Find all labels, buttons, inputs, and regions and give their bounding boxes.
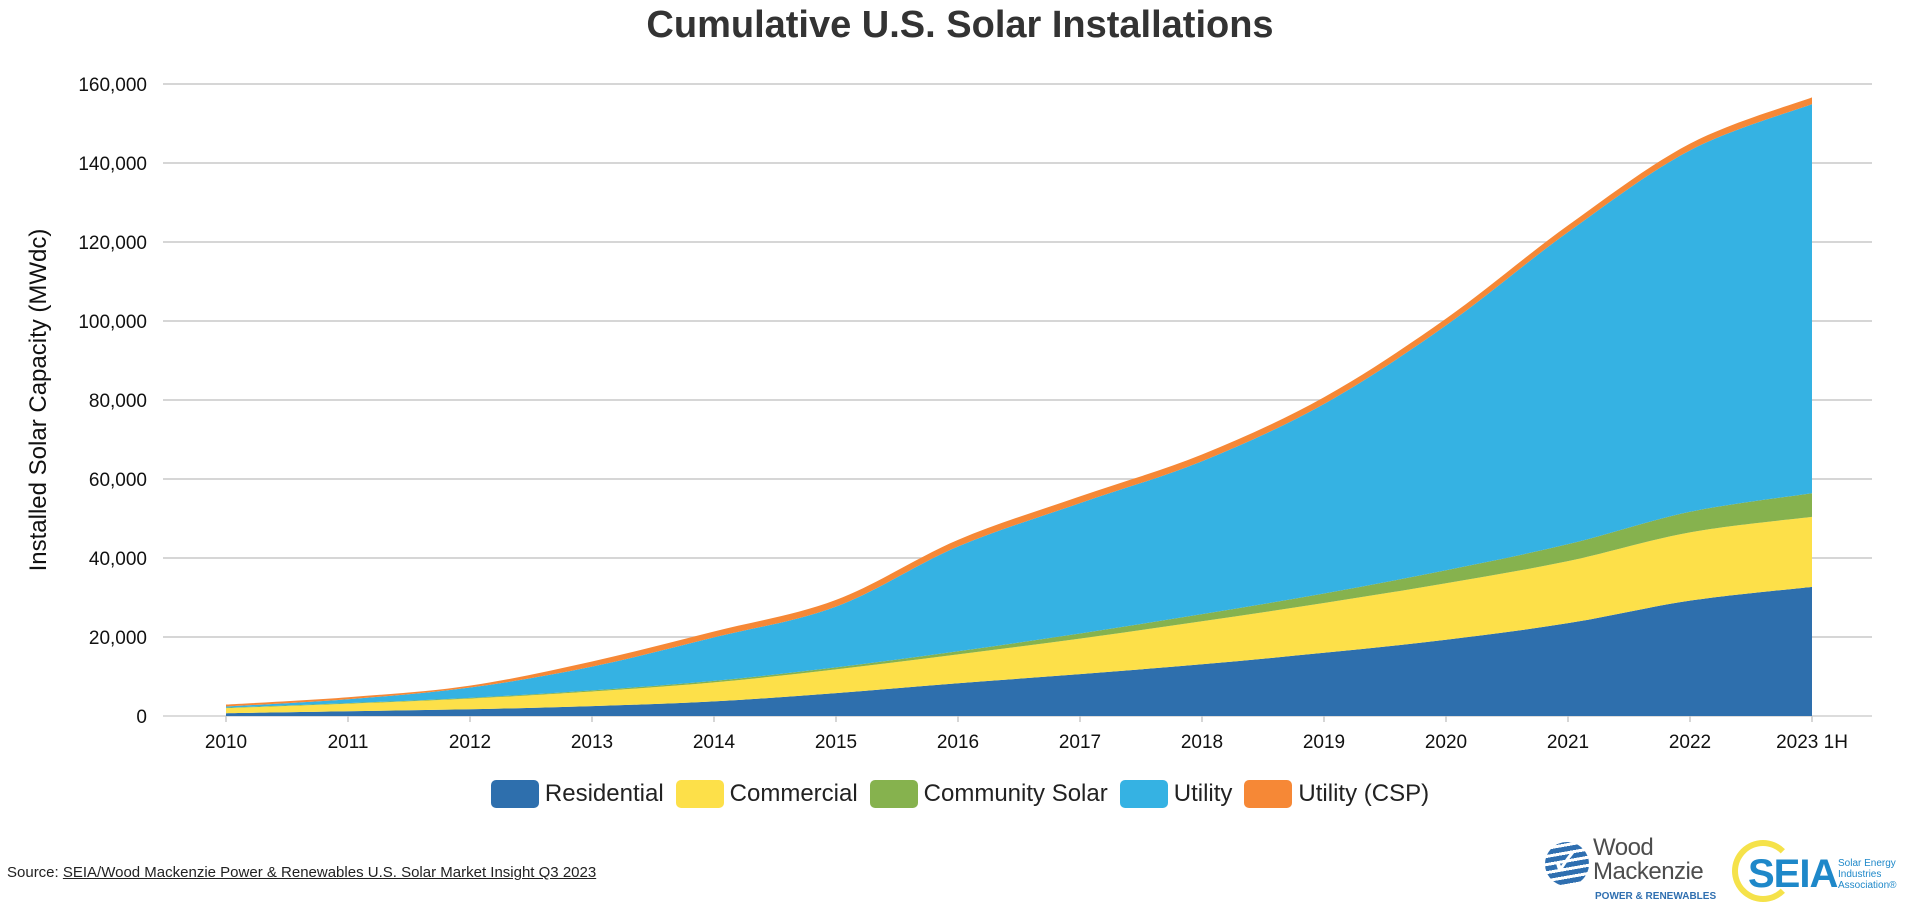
x-tick-label: 2013 (571, 732, 613, 753)
x-tick-label: 2023 1H (1776, 732, 1848, 753)
x-tick-label: 2015 (815, 732, 857, 753)
legend-swatch (869, 780, 918, 808)
y-tick-label: 80,000 (89, 391, 147, 412)
chart-legend: Residential Commercial Community Solar Util… (0, 780, 1920, 808)
y-tick-label: 120,000 (78, 233, 147, 254)
legend-swatch (490, 780, 539, 808)
wood-mackenzie-wordmark: Wood Mackenzie (1593, 834, 1704, 885)
seia-subtitle: Solar Energy Industries Association® (1838, 858, 1897, 891)
x-tick-label: 2022 (1669, 732, 1711, 753)
legend-swatch (1119, 780, 1168, 808)
checkmark-icon: ✓ (1551, 841, 1582, 882)
y-tick-label: 60,000 (89, 470, 147, 491)
y-axis-label: Installed Solar Capacity (MWdc) (25, 229, 52, 572)
area-commercial (226, 516, 1812, 714)
legend-swatch (1244, 780, 1293, 808)
legend-label: Utility (1173, 780, 1233, 807)
y-tick-label: 160,000 (78, 75, 147, 96)
x-tick-label: 2010 (205, 732, 247, 753)
area-residential (226, 586, 1812, 716)
x-tick-label: 2016 (937, 732, 979, 753)
wood-mackenzie-logo: ✓ Wood Mackenzie POWER & RENEWABLES (1545, 834, 1717, 906)
x-tick-label: 2014 (693, 732, 736, 753)
y-tick-label: 0 (136, 707, 147, 728)
legend-label: Residential (544, 780, 664, 807)
wood-mackenzie-subtitle: POWER & RENEWABLES (1595, 891, 1717, 902)
source-link[interactable]: SEIA/Wood Mackenzie Power & Renewables U… (62, 864, 597, 881)
stacked-areas (226, 97, 1812, 716)
y-tick-label: 40,000 (89, 549, 147, 570)
x-tick-label: 2017 (1059, 732, 1101, 753)
x-tick-label: 2018 (1181, 732, 1223, 753)
wood-mackenzie-mark-icon (1545, 842, 1589, 886)
legend-item: Commercial (675, 780, 858, 808)
y-tick-label: 20,000 (89, 628, 147, 649)
legend-label: Community Solar (923, 780, 1108, 807)
sun-ring-icon (1732, 840, 1794, 902)
source-note: Source: SEIA/Wood Mackenzie Power & Rene… (7, 864, 596, 881)
seia-logo: SEIA Solar Energy Industries Association… (1728, 838, 1918, 906)
legend-item: Utility (CSP) (1244, 780, 1429, 808)
x-tick-label: 2019 (1303, 732, 1345, 753)
area-utility (226, 104, 1812, 708)
x-tick-label: 2011 (328, 732, 369, 753)
source-prefix: Source: (7, 864, 63, 881)
legend-item: Residential (490, 780, 664, 808)
legend-label: Commercial (729, 780, 858, 807)
x-axis-ticks: 2010 2011 2012 2013 2014 2015 2016 2017 2018 2019… (205, 716, 1848, 753)
gridlines (163, 83, 1872, 717)
y-tick-label: 100,000 (78, 312, 147, 333)
legend-label: Utility (CSP) (1298, 780, 1430, 807)
legend-swatch (675, 780, 724, 808)
x-tick-label: 2020 (1425, 732, 1467, 753)
x-tick-label: 2012 (449, 732, 491, 753)
legend-item: Community Solar (869, 780, 1108, 808)
y-tick-label: 140,000 (78, 154, 147, 175)
seia-wordmark: SEIA (1748, 852, 1838, 896)
x-tick-label: 2021 (1547, 732, 1589, 753)
chart-title: Cumulative U.S. Solar Installations (646, 4, 1274, 46)
y-axis-ticks: 0 20,000 40,000 60,000 80,000 100,000 120,000 1… (78, 75, 147, 728)
legend-item: Utility (1119, 780, 1233, 808)
